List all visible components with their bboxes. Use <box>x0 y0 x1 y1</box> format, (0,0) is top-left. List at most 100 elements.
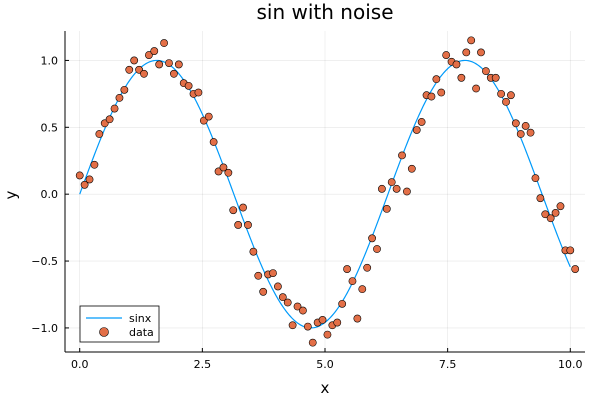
data-point <box>278 293 287 302</box>
legend-label-data: data <box>129 326 154 339</box>
data-point <box>323 330 332 339</box>
data-point <box>403 187 411 196</box>
data-point <box>497 89 506 98</box>
data-point <box>140 69 148 78</box>
data-point <box>482 67 490 76</box>
data-point <box>546 214 555 223</box>
data-point <box>511 119 520 128</box>
data-point <box>571 265 580 273</box>
x-tick-label: 0.0 <box>71 358 89 371</box>
data-point <box>368 234 376 243</box>
data-point <box>209 138 218 146</box>
data-point <box>521 122 530 130</box>
data-point <box>358 285 367 294</box>
data-point <box>373 245 381 253</box>
data-point <box>249 247 258 256</box>
y-tick-label: 0.0 <box>41 188 59 201</box>
data-point <box>283 298 292 307</box>
data-point <box>165 59 173 67</box>
data-point <box>170 69 178 78</box>
data-point <box>392 184 401 193</box>
data-point <box>516 130 525 138</box>
data-point <box>150 47 159 55</box>
data-point <box>204 112 213 121</box>
x-axis-label: x <box>321 379 330 397</box>
x-tick-label: 5.0 <box>316 358 334 371</box>
data-point <box>85 175 94 184</box>
chart-title: sin with noise <box>257 0 394 24</box>
data-point <box>160 39 168 47</box>
data-point <box>437 88 446 97</box>
data-point <box>288 321 297 330</box>
data-point <box>432 75 441 84</box>
x-tick-label: 7.5 <box>439 358 457 371</box>
data-point <box>229 206 238 215</box>
data-point <box>378 184 386 193</box>
data-point <box>536 194 545 203</box>
data-point <box>244 221 252 229</box>
data-point <box>95 130 104 138</box>
data-point <box>353 314 362 323</box>
data-point <box>269 269 277 277</box>
ticks: 0.0 2.5 5.0 7.5 10.0 −1.0 −0.5 0.0 0.5 1.0 <box>31 54 582 371</box>
x-tick-label: 2.5 <box>194 358 212 371</box>
data-point <box>303 322 312 331</box>
data-point <box>155 60 164 69</box>
data-point <box>90 160 99 169</box>
data-point <box>194 88 203 97</box>
y-tick-label: −0.5 <box>31 255 58 268</box>
data-point <box>477 48 485 57</box>
legend-box <box>79 305 160 343</box>
data-point <box>462 48 471 57</box>
data-point <box>338 299 347 308</box>
data-point <box>144 51 153 59</box>
data-point <box>417 118 426 126</box>
series-points-layer <box>75 36 580 347</box>
data-point <box>526 128 535 137</box>
data-point <box>224 168 233 177</box>
data-point <box>566 246 575 255</box>
data-point <box>363 263 372 272</box>
data-point <box>110 104 119 113</box>
data-point <box>174 60 183 69</box>
data-point <box>467 36 476 45</box>
data-point <box>184 81 193 90</box>
data-point <box>412 126 421 134</box>
data-point <box>472 84 480 93</box>
data-point <box>219 163 228 172</box>
data-point <box>457 73 466 82</box>
data-point <box>452 60 461 69</box>
data-point <box>75 171 84 180</box>
data-point <box>551 208 560 217</box>
y-tick-label: −1.0 <box>31 322 58 335</box>
y-tick-label: 0.5 <box>41 121 59 134</box>
data-point <box>80 180 89 189</box>
data-point <box>343 265 351 273</box>
data-point <box>427 92 436 101</box>
data-point <box>234 221 243 229</box>
data-point <box>502 97 510 106</box>
data-point <box>259 287 268 296</box>
data-point <box>308 338 317 347</box>
x-tick-label: 10.0 <box>558 358 583 371</box>
data-point <box>105 115 114 124</box>
data-point <box>442 51 451 59</box>
data-point <box>239 203 247 212</box>
data-point <box>333 318 342 327</box>
data-point <box>130 56 139 65</box>
data-point <box>120 85 129 94</box>
data-point <box>115 93 124 102</box>
data-point <box>556 202 565 211</box>
data-point <box>382 204 391 213</box>
data-point <box>299 306 307 315</box>
data-point <box>274 282 282 291</box>
y-axis-label: y <box>2 190 20 199</box>
y-tick-label: 1.0 <box>41 54 59 67</box>
data-point <box>293 302 302 311</box>
data-point <box>507 91 515 100</box>
data-point <box>125 65 134 74</box>
data-point <box>398 151 406 160</box>
data-point <box>254 271 263 280</box>
legend-point-swatch <box>99 327 109 337</box>
